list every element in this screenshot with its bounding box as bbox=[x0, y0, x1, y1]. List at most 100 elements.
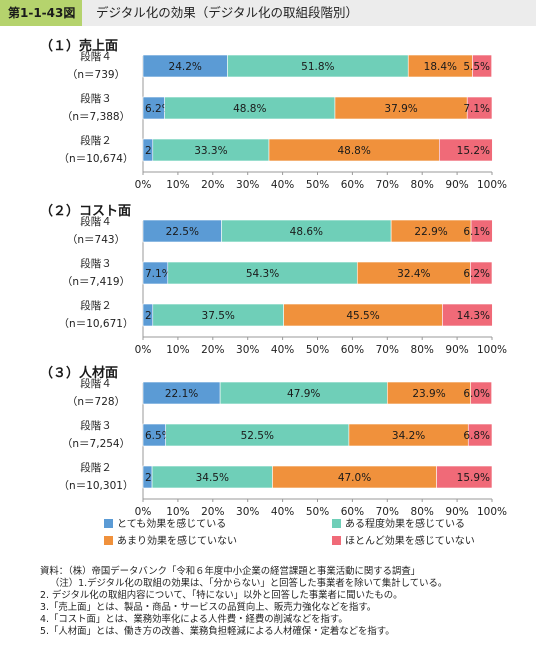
data-label: 45.5% bbox=[346, 310, 379, 322]
data-label: 48.6% bbox=[290, 226, 323, 238]
x-tick-label: 10% bbox=[166, 344, 189, 356]
legend-swatch bbox=[104, 536, 113, 545]
data-label: 6.1% bbox=[463, 226, 490, 238]
row-label: 段階３ bbox=[80, 257, 112, 270]
legend-label: あまり効果を感じていない bbox=[117, 534, 237, 547]
figure-title: デジタル化の効果（デジタル化の取組段階別） bbox=[96, 5, 359, 20]
data-label: 15.9% bbox=[457, 472, 490, 484]
data-label: 33.3% bbox=[194, 145, 227, 157]
row-label: 段階２ bbox=[80, 134, 112, 147]
data-label: 22.5% bbox=[166, 226, 199, 238]
x-tick-label: 30% bbox=[236, 506, 259, 518]
data-label: 54.3% bbox=[246, 268, 279, 280]
bar-segment bbox=[467, 423, 493, 447]
data-label: 6.0% bbox=[463, 388, 490, 400]
x-tick-label: 40% bbox=[271, 506, 294, 518]
x-tick-label: 70% bbox=[376, 344, 399, 356]
data-label: 6.8% bbox=[463, 430, 490, 442]
panel-title: （１）売上面 bbox=[40, 38, 118, 54]
note-item: （注）1.デジタル化の取組の効果は、「分からない」と回答した事業者を除いて集計し… bbox=[50, 578, 448, 589]
data-label: 48.8% bbox=[337, 145, 370, 157]
row-n-label: （n＝7,388） bbox=[62, 111, 130, 123]
x-tick-label: 60% bbox=[341, 506, 364, 518]
x-tick-label: 100% bbox=[477, 179, 507, 191]
x-tick-label: 0% bbox=[135, 179, 152, 191]
data-label: 18.4% bbox=[424, 61, 457, 73]
x-tick-label: 90% bbox=[445, 506, 468, 518]
x-tick-label: 100% bbox=[477, 344, 507, 356]
data-label: 52.5% bbox=[241, 430, 274, 442]
legend-label: とても効果を感じている bbox=[117, 517, 226, 530]
row-n-label: （n＝10,671） bbox=[59, 318, 134, 330]
x-tick-label: 10% bbox=[166, 506, 189, 518]
row-label: 段階２ bbox=[80, 299, 112, 312]
x-tick-label: 90% bbox=[445, 344, 468, 356]
x-tick-label: 50% bbox=[306, 506, 329, 518]
x-tick-label: 60% bbox=[341, 179, 364, 191]
data-label: 14.3% bbox=[457, 310, 490, 322]
row-n-label: （n＝739） bbox=[67, 69, 125, 81]
panel-title: （３）人材面 bbox=[40, 365, 118, 381]
panel-title: （２）コスト面 bbox=[40, 203, 131, 219]
note-item: 3.「売上面」とは、製品・商品・サービスの品質向上、販売力強化などを指す。 bbox=[40, 602, 377, 613]
row-label: 段階３ bbox=[80, 92, 112, 105]
x-tick-label: 30% bbox=[236, 344, 259, 356]
row-n-label: （n＝743） bbox=[67, 234, 125, 246]
figure-number: 第1-1-43図 bbox=[0, 0, 82, 26]
data-label: 15.2% bbox=[457, 145, 490, 157]
x-tick-label: 50% bbox=[306, 179, 329, 191]
data-label: 6.5% bbox=[145, 430, 172, 442]
x-tick-label: 80% bbox=[411, 344, 434, 356]
x-tick-label: 40% bbox=[271, 344, 294, 356]
x-tick-label: 70% bbox=[376, 506, 399, 518]
data-label: 5.5% bbox=[463, 61, 490, 73]
bar-segment bbox=[466, 96, 493, 120]
note-item: 4.「コスト面」とは、業務効率化による人件費・経費の削減などを指す。 bbox=[40, 614, 348, 625]
legend-label: ある程度効果を感じている bbox=[345, 517, 465, 530]
data-label: 37.9% bbox=[384, 103, 417, 115]
data-label: 47.9% bbox=[287, 388, 320, 400]
notes-block: 資料：（株）帝国データバンク「令和６年度中小企業の経営課題と事業活動に関する調査… bbox=[40, 566, 447, 638]
x-tick-label: 60% bbox=[341, 344, 364, 356]
row-label: 段階４ bbox=[80, 215, 112, 228]
legend-swatch bbox=[104, 519, 113, 528]
data-label: 47.0% bbox=[338, 472, 371, 484]
data-label: 23.9% bbox=[412, 388, 445, 400]
row-n-label: （n＝7,419） bbox=[62, 276, 130, 288]
data-label: 37.5% bbox=[202, 310, 235, 322]
row-label: 段階４ bbox=[80, 377, 112, 390]
bar-segment bbox=[436, 465, 493, 489]
data-label: 22.1% bbox=[165, 388, 198, 400]
bar-segment bbox=[442, 303, 493, 327]
x-tick-label: 90% bbox=[445, 179, 468, 191]
x-tick-label: 10% bbox=[166, 179, 189, 191]
x-tick-label: 20% bbox=[201, 506, 224, 518]
x-tick-label: 50% bbox=[306, 344, 329, 356]
x-tick-label: 40% bbox=[271, 179, 294, 191]
x-tick-label: 30% bbox=[236, 179, 259, 191]
data-label: 6.2% bbox=[463, 268, 490, 280]
x-tick-label: 70% bbox=[376, 179, 399, 191]
x-tick-label: 100% bbox=[477, 506, 507, 518]
row-label: 段階３ bbox=[80, 419, 112, 432]
legend-swatch bbox=[332, 536, 341, 545]
x-tick-label: 0% bbox=[135, 506, 152, 518]
row-label: 段階４ bbox=[80, 50, 112, 63]
bar-segment bbox=[472, 54, 492, 78]
data-label: 48.8% bbox=[233, 103, 266, 115]
row-n-label: （n＝728） bbox=[67, 396, 125, 408]
note-source: 資料：（株）帝国データバンク「令和６年度中小企業の経営課題と事業活動に関する調査… bbox=[40, 566, 421, 577]
x-tick-label: 0% bbox=[135, 344, 152, 356]
x-tick-label: 20% bbox=[201, 179, 224, 191]
x-tick-label: 20% bbox=[201, 344, 224, 356]
legend-label: ほとんど効果を感じていない bbox=[345, 534, 475, 547]
note-item: 5.「人材面」とは、働き方の改善、業務負担軽減による人材確保・定着などを指す。 bbox=[40, 626, 395, 637]
legend-swatch bbox=[332, 519, 341, 528]
bar-segment bbox=[470, 219, 493, 243]
x-tick-label: 80% bbox=[411, 506, 434, 518]
note-item: 2. デジタル化の取組内容について、「特にない」以外と回答した事業者に聞いたもの… bbox=[40, 590, 403, 601]
data-label: 7.1% bbox=[463, 103, 490, 115]
data-label: 7.1% bbox=[145, 268, 172, 280]
figure-header: 第1-1-43図 デジタル化の効果（デジタル化の取組段階別） bbox=[0, 0, 536, 26]
